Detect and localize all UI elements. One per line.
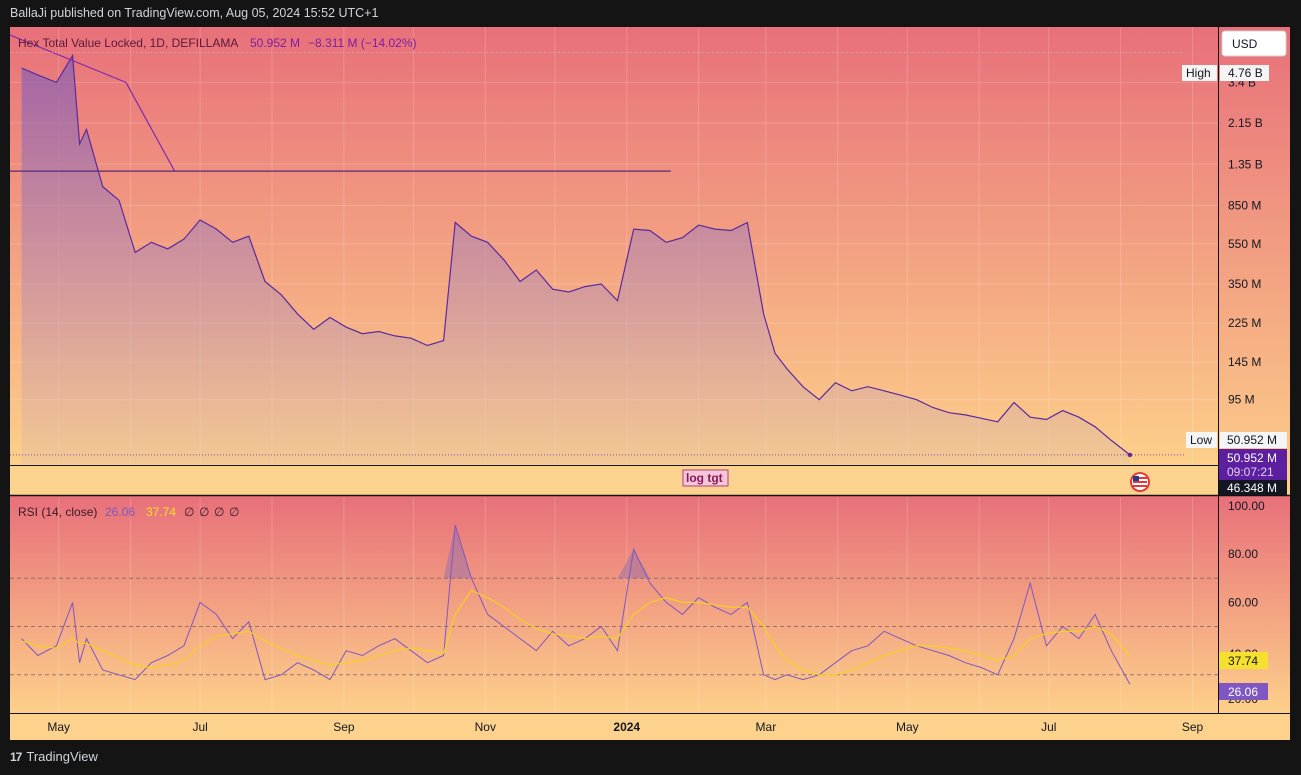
footer[interactable]: 17 TradingView — [10, 749, 98, 764]
rsi-value-box — [1219, 683, 1268, 700]
crosshair-value-box — [1219, 480, 1287, 495]
low-label: Low — [1190, 433, 1212, 447]
high-value: 4.76 B — [1228, 66, 1263, 80]
time-axis-label: 2024 — [613, 720, 640, 734]
price-tick-label: 550 M — [1228, 237, 1261, 251]
chart-frame[interactable]: Hex Total Value Locked, 1D, DEFILLAMA 50… — [10, 27, 1290, 740]
price-tick-label: 350 M — [1228, 277, 1261, 291]
time-axis-label: Jul — [192, 720, 207, 734]
rsi-ma-value: 37.74 — [146, 505, 176, 519]
rsi-ma-line — [21, 589, 1131, 676]
time-axis[interactable]: May Jul Sep Nov 2024 Mar May Jul Sep — [47, 720, 1203, 734]
rsi-placeholder-3: ∅ — [214, 505, 224, 519]
rsi-placeholder-2: ∅ — [199, 505, 209, 519]
currency-button[interactable] — [1221, 30, 1287, 57]
legend-last-value: 50.952 M — [250, 36, 300, 50]
trendline-segment-1[interactable] — [10, 34, 127, 83]
crosshair-strip — [10, 466, 1218, 495]
price-tick-label: 145 M — [1228, 355, 1261, 369]
us-flag-icon[interactable] — [1130, 472, 1150, 492]
price-tick-label: 1.35 B — [1228, 157, 1263, 171]
rsi-scale-value: 26.06 — [1228, 685, 1258, 699]
legend-symbol[interactable]: Hex Total Value Locked, 1D, DEFILLAMA — [18, 36, 238, 50]
rsi-placeholder-1: ∅ — [184, 505, 194, 519]
high-value-box — [1220, 65, 1269, 81]
currency-label: USD — [1232, 37, 1258, 51]
rsi-ma-box — [1219, 652, 1268, 669]
price-tick-label: 95 M — [1228, 393, 1255, 407]
time-axis-label: Jul — [1041, 720, 1056, 734]
legend-change: −8.311 M (−14.02%) — [308, 36, 417, 50]
low-label-box — [1186, 432, 1217, 448]
rsi-tick-label: 80.00 — [1228, 547, 1258, 561]
rsi-bands — [10, 577, 1218, 676]
price-tick-label: 225 M — [1228, 316, 1261, 330]
countdown-timer: 09:07:21 — [1227, 465, 1274, 479]
time-axis-label: Sep — [1182, 720, 1204, 734]
crosshair-value: 46.348 M — [1227, 481, 1277, 495]
chart-canvas[interactable]: Hex Total Value Locked, 1D, DEFILLAMA 50… — [10, 27, 1290, 740]
time-axis-label: Sep — [333, 720, 355, 734]
rsi-tick-label: 60.00 — [1228, 595, 1258, 609]
time-axis-label: Mar — [756, 720, 777, 734]
rsi-line — [21, 524, 1131, 685]
last-point-dot — [1127, 452, 1133, 458]
low-value-box — [1220, 432, 1287, 448]
price-tick-label: 850 M — [1228, 198, 1261, 212]
rsi-title[interactable]: RSI (14, close) — [18, 505, 97, 519]
trendline-segment-2[interactable] — [125, 82, 176, 172]
time-axis-bg — [10, 713, 1290, 740]
time-axis-label: May — [47, 720, 70, 734]
rsi-overbought-fill — [443, 525, 650, 579]
rsi-scale-bg — [1218, 496, 1290, 713]
tvl-area — [21, 55, 1130, 464]
low-value: 50.952 M — [1227, 433, 1277, 447]
last-price-value: 50.952 M — [1227, 451, 1277, 465]
rsi-ma-scale-value: 37.74 — [1228, 654, 1258, 668]
time-axis-label: May — [896, 720, 919, 734]
log-tgt-label: log tgt — [686, 471, 723, 485]
log-tgt-box[interactable] — [682, 469, 729, 487]
rsi-tick-label: 100.00 — [1228, 499, 1265, 513]
tradingview-logo-icon: 17 — [10, 749, 22, 764]
rsi-pane-bg — [10, 496, 1218, 713]
publisher-line: BallaJi published on TradingView.com, Au… — [10, 6, 379, 20]
rsi-value: 26.06 — [105, 505, 135, 519]
high-label-box — [1182, 65, 1217, 81]
price-tick-label: 2.15 B — [1228, 116, 1263, 130]
price-scale-bg — [1218, 27, 1290, 496]
last-price-box — [1219, 449, 1287, 480]
rsi-placeholder-4: ∅ — [229, 505, 239, 519]
footer-brand: TradingView — [26, 749, 98, 764]
high-label: High — [1186, 66, 1211, 80]
time-axis-label: Nov — [475, 720, 496, 734]
tvl-line — [21, 53, 1131, 456]
